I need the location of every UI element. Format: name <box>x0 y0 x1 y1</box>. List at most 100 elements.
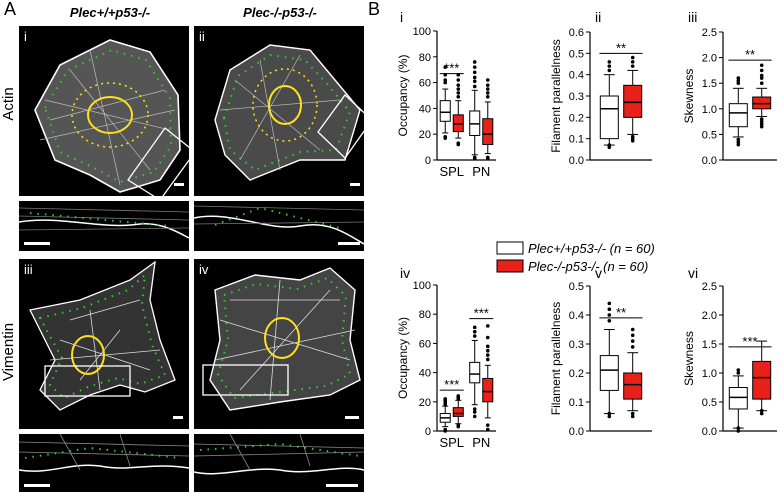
x-category-label: SPL <box>439 164 464 179</box>
y-tick-label: 0.1 <box>569 397 584 409</box>
y-tick-label: 0.1 <box>569 134 584 146</box>
outlier-point <box>472 70 477 75</box>
y-tick-label: 1.0 <box>702 368 717 380</box>
y-tick-label: 0.4 <box>569 70 584 82</box>
y-tick-label: 1.5 <box>702 339 717 351</box>
y-tick-label: 0.0 <box>569 426 584 438</box>
outlier-point <box>472 407 477 411</box>
outlier-point <box>736 76 741 80</box>
outlier-point <box>472 334 477 338</box>
outlier-point <box>630 327 635 332</box>
panel-letter-b: B <box>368 0 380 19</box>
y-tick-label: 0.4 <box>569 310 584 322</box>
outlier-point <box>607 414 612 419</box>
outlier-point <box>736 429 741 433</box>
outlier-point <box>456 141 461 146</box>
box-ko <box>752 360 772 400</box>
outlier-point <box>759 408 764 413</box>
y-tick-label: 0 <box>425 426 431 438</box>
y-tick-label: 40 <box>419 368 431 380</box>
box-ko <box>482 118 494 146</box>
box-wt <box>599 355 619 391</box>
outlier-point <box>472 65 477 69</box>
outlier-point <box>630 134 635 139</box>
outlier-point <box>607 60 612 64</box>
y-tick-label: 0.0 <box>702 155 717 167</box>
outlier-point <box>485 423 490 427</box>
micrograph-actin-ko-zoom <box>193 201 365 251</box>
significance-stars: *** <box>742 334 757 349</box>
outlier-point <box>759 124 764 129</box>
box-wt <box>599 95 619 140</box>
outlier-point <box>485 94 490 99</box>
row-label-actin: Actin <box>0 87 17 120</box>
y-tick-label: 60 <box>419 78 431 90</box>
micrograph-vimentin-wt: iii <box>19 259 189 429</box>
outlier-point <box>759 411 764 416</box>
outlier-point <box>456 83 461 87</box>
y-axis-label: Skewness <box>682 331 696 386</box>
y-axis-label: Skewness <box>682 69 696 124</box>
y-tick-label: 2.5 <box>702 27 717 39</box>
outlier-point <box>736 137 741 142</box>
significance-stars: ** <box>745 47 755 62</box>
x-category-label: PN <box>472 164 490 179</box>
outlier-point <box>630 64 635 68</box>
column-header-wt: Plec+/+p53-/- <box>70 5 150 20</box>
micrograph-actin-wt-zoom <box>18 201 190 251</box>
y-tick-label: 0.2 <box>569 112 584 124</box>
outlier-point <box>485 155 490 160</box>
outlier-point <box>736 78 741 83</box>
outlier-point <box>472 84 477 89</box>
box-wt <box>728 103 748 128</box>
outlier-point <box>443 65 448 69</box>
outlier-point <box>759 68 764 73</box>
outlier-point <box>607 143 612 147</box>
chart-ii: ii 0.0 0.1 0.2 0.3 0.4 0.5 0.6 Filament parallel… <box>549 9 652 167</box>
outlier-point <box>759 63 764 68</box>
outlier-point <box>736 368 741 372</box>
micrograph-label-ii: ii <box>199 29 205 44</box>
box-ko <box>452 407 464 417</box>
outlier-point <box>472 79 477 84</box>
y-tick-label: 0 <box>425 155 431 167</box>
y-tick-label: 2.0 <box>702 53 717 65</box>
y-tick-label: 20 <box>419 129 431 141</box>
y-tick-label: 0.6 <box>569 27 584 39</box>
chart-iv: iv 0 20 40 60 80 100 Occupancy (%) SPL *** PN *** <box>396 265 496 450</box>
significance-stars: *** <box>444 377 459 392</box>
box-ko <box>623 84 643 118</box>
outlier-point <box>443 80 448 85</box>
outlier-point <box>485 344 490 349</box>
significance-stars: *** <box>474 306 489 321</box>
outlier-point <box>630 333 635 338</box>
outlier-point <box>485 324 490 328</box>
outlier-point <box>472 410 477 414</box>
y-tick-label: 0.5 <box>569 281 584 293</box>
outlier-point <box>607 411 612 416</box>
outlier-point <box>630 55 635 60</box>
outlier-point <box>443 134 448 139</box>
outlier-point <box>630 60 635 64</box>
panel-number-ii: ii <box>595 9 601 25</box>
outlier-point <box>443 427 448 432</box>
y-tick-label: 2.0 <box>702 310 717 322</box>
y-tick-label: 80 <box>419 309 431 321</box>
micrograph-actin-wt: i <box>19 26 196 201</box>
y-tick-label: 0.0 <box>702 426 717 438</box>
y-axis-label: Occupancy (%) <box>396 317 410 399</box>
outlier-point <box>607 307 612 312</box>
y-tick-label: 1.5 <box>702 78 717 90</box>
y-tick-label: 0.5 <box>569 48 584 60</box>
y-tick-label: 0.0 <box>569 155 584 167</box>
outlier-point <box>472 60 477 64</box>
outlier-point <box>456 94 461 99</box>
y-tick-label: 0.3 <box>569 339 584 351</box>
y-tick-label: 0.5 <box>702 129 717 141</box>
outlier-point <box>472 155 477 160</box>
micrograph-vimentin-ko: iv <box>194 259 364 429</box>
x-category-label: PN <box>472 435 490 450</box>
outlier-point <box>736 142 741 147</box>
chart-i: i 0 20 40 60 80 100 Occupancy (%) SPL *** PN <box>396 9 496 179</box>
